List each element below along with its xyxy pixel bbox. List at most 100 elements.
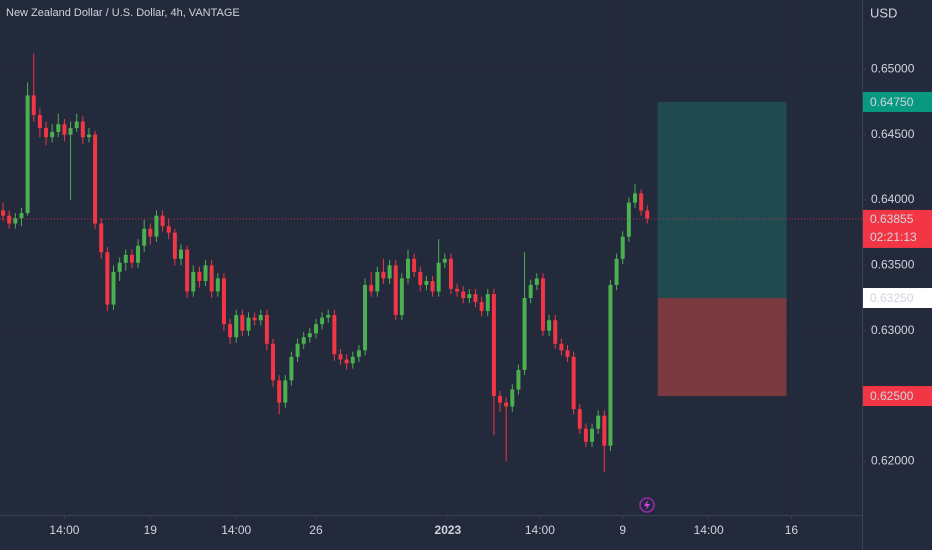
candle-body	[338, 354, 343, 360]
candle-body	[74, 121, 79, 129]
x-tick-label: 2023	[435, 523, 462, 537]
candle-body	[332, 315, 337, 355]
candle-body	[93, 134, 98, 224]
candle-body	[504, 402, 509, 407]
candle-body	[50, 132, 55, 138]
candle-body	[185, 249, 190, 292]
entry-price-label: 0.63250	[870, 291, 914, 305]
candle-body	[436, 262, 441, 292]
profit-zone	[657, 101, 787, 299]
candle-body	[31, 95, 36, 116]
candle-body	[479, 301, 484, 312]
x-tick-label: 14:00	[525, 523, 555, 537]
candle-body	[387, 265, 392, 279]
candle-body	[307, 333, 312, 338]
candle-body	[455, 288, 460, 292]
candle-body	[534, 278, 539, 285]
candle-body	[111, 271, 116, 305]
y-tick-label: 0.62000	[871, 454, 915, 468]
candle-body	[547, 320, 552, 331]
candle-body	[350, 356, 355, 364]
loss-zone	[657, 298, 787, 397]
candle-body	[142, 228, 147, 246]
candle-body	[258, 315, 263, 321]
candle-body	[540, 278, 545, 331]
candle-body	[412, 258, 417, 272]
candle-body	[154, 215, 159, 237]
candle-body	[99, 223, 104, 253]
candle-body	[44, 128, 49, 138]
candle-body	[498, 396, 503, 403]
alert-icon[interactable]	[639, 497, 655, 513]
candle-body	[381, 271, 386, 279]
candle-body	[105, 252, 110, 305]
candle-body	[510, 389, 515, 407]
candle-body	[7, 215, 12, 224]
candle-body	[246, 317, 251, 331]
candle-body	[473, 294, 478, 302]
alert-circle	[639, 497, 655, 513]
chart-title: New Zealand Dollar / U.S. Dollar, 4h, VA…	[6, 7, 240, 19]
candle-body	[129, 254, 134, 263]
candle-body	[160, 215, 165, 227]
candle-body	[123, 254, 128, 263]
candle-body	[252, 317, 257, 321]
candle-body	[80, 121, 85, 138]
candle-body	[320, 317, 325, 325]
stop-price-label: 0.62500	[870, 389, 914, 403]
candle-body	[522, 298, 527, 370]
countdown-label: 02:21:13	[870, 230, 917, 244]
candle-body	[295, 343, 300, 357]
candle-body	[25, 95, 30, 214]
candle-body	[559, 343, 564, 351]
x-tick-label: 19	[144, 523, 158, 537]
candle-body	[86, 134, 91, 138]
candle-body	[418, 271, 423, 285]
candle-body	[301, 337, 306, 344]
candle-body	[571, 356, 576, 410]
candle-body	[313, 324, 318, 334]
candle-body	[289, 356, 294, 381]
candle-body	[271, 343, 276, 381]
candle-body	[448, 258, 453, 289]
candle-body	[620, 236, 625, 259]
candle-body	[405, 258, 410, 279]
candle-body	[178, 249, 183, 259]
currency-label: USD	[870, 5, 897, 20]
candle-body	[375, 271, 380, 292]
candle-body	[13, 218, 18, 224]
candle-body	[596, 415, 601, 429]
candle-body	[221, 278, 226, 325]
candle-body	[565, 350, 570, 357]
x-tick-label: 14:00	[221, 523, 251, 537]
x-tick-label: 26	[309, 523, 323, 537]
target-price-label: 0.64750	[870, 95, 914, 109]
candle-body	[228, 324, 233, 338]
candle-body	[136, 245, 141, 263]
y-tick-label: 0.64000	[871, 192, 915, 206]
candle-body	[485, 294, 490, 312]
candle-body	[614, 258, 619, 285]
last-price-label: 0.63855	[870, 212, 914, 226]
candle-body	[19, 213, 24, 219]
entry-price-label-bg	[863, 288, 932, 309]
candle-body	[424, 281, 429, 285]
candle-body	[626, 202, 631, 237]
candle-body	[633, 193, 637, 203]
candle-body	[240, 315, 245, 331]
candle-body	[645, 210, 650, 219]
candle-body	[283, 380, 288, 403]
candle-body	[393, 265, 398, 316]
candle-body	[1, 210, 6, 216]
target-price-label-bg	[863, 91, 932, 112]
candle-body	[166, 226, 171, 233]
candle-body	[264, 315, 269, 344]
candle-body	[344, 359, 349, 364]
x-tick-label: 14:00	[694, 523, 724, 537]
candle-body	[215, 278, 220, 292]
axes: 0.65000 0.64500 0.64000 0.63500 0.63000 0.625…	[49, 61, 932, 537]
candle-body	[583, 428, 588, 442]
candle-body	[148, 228, 153, 237]
candle-body	[399, 278, 404, 316]
